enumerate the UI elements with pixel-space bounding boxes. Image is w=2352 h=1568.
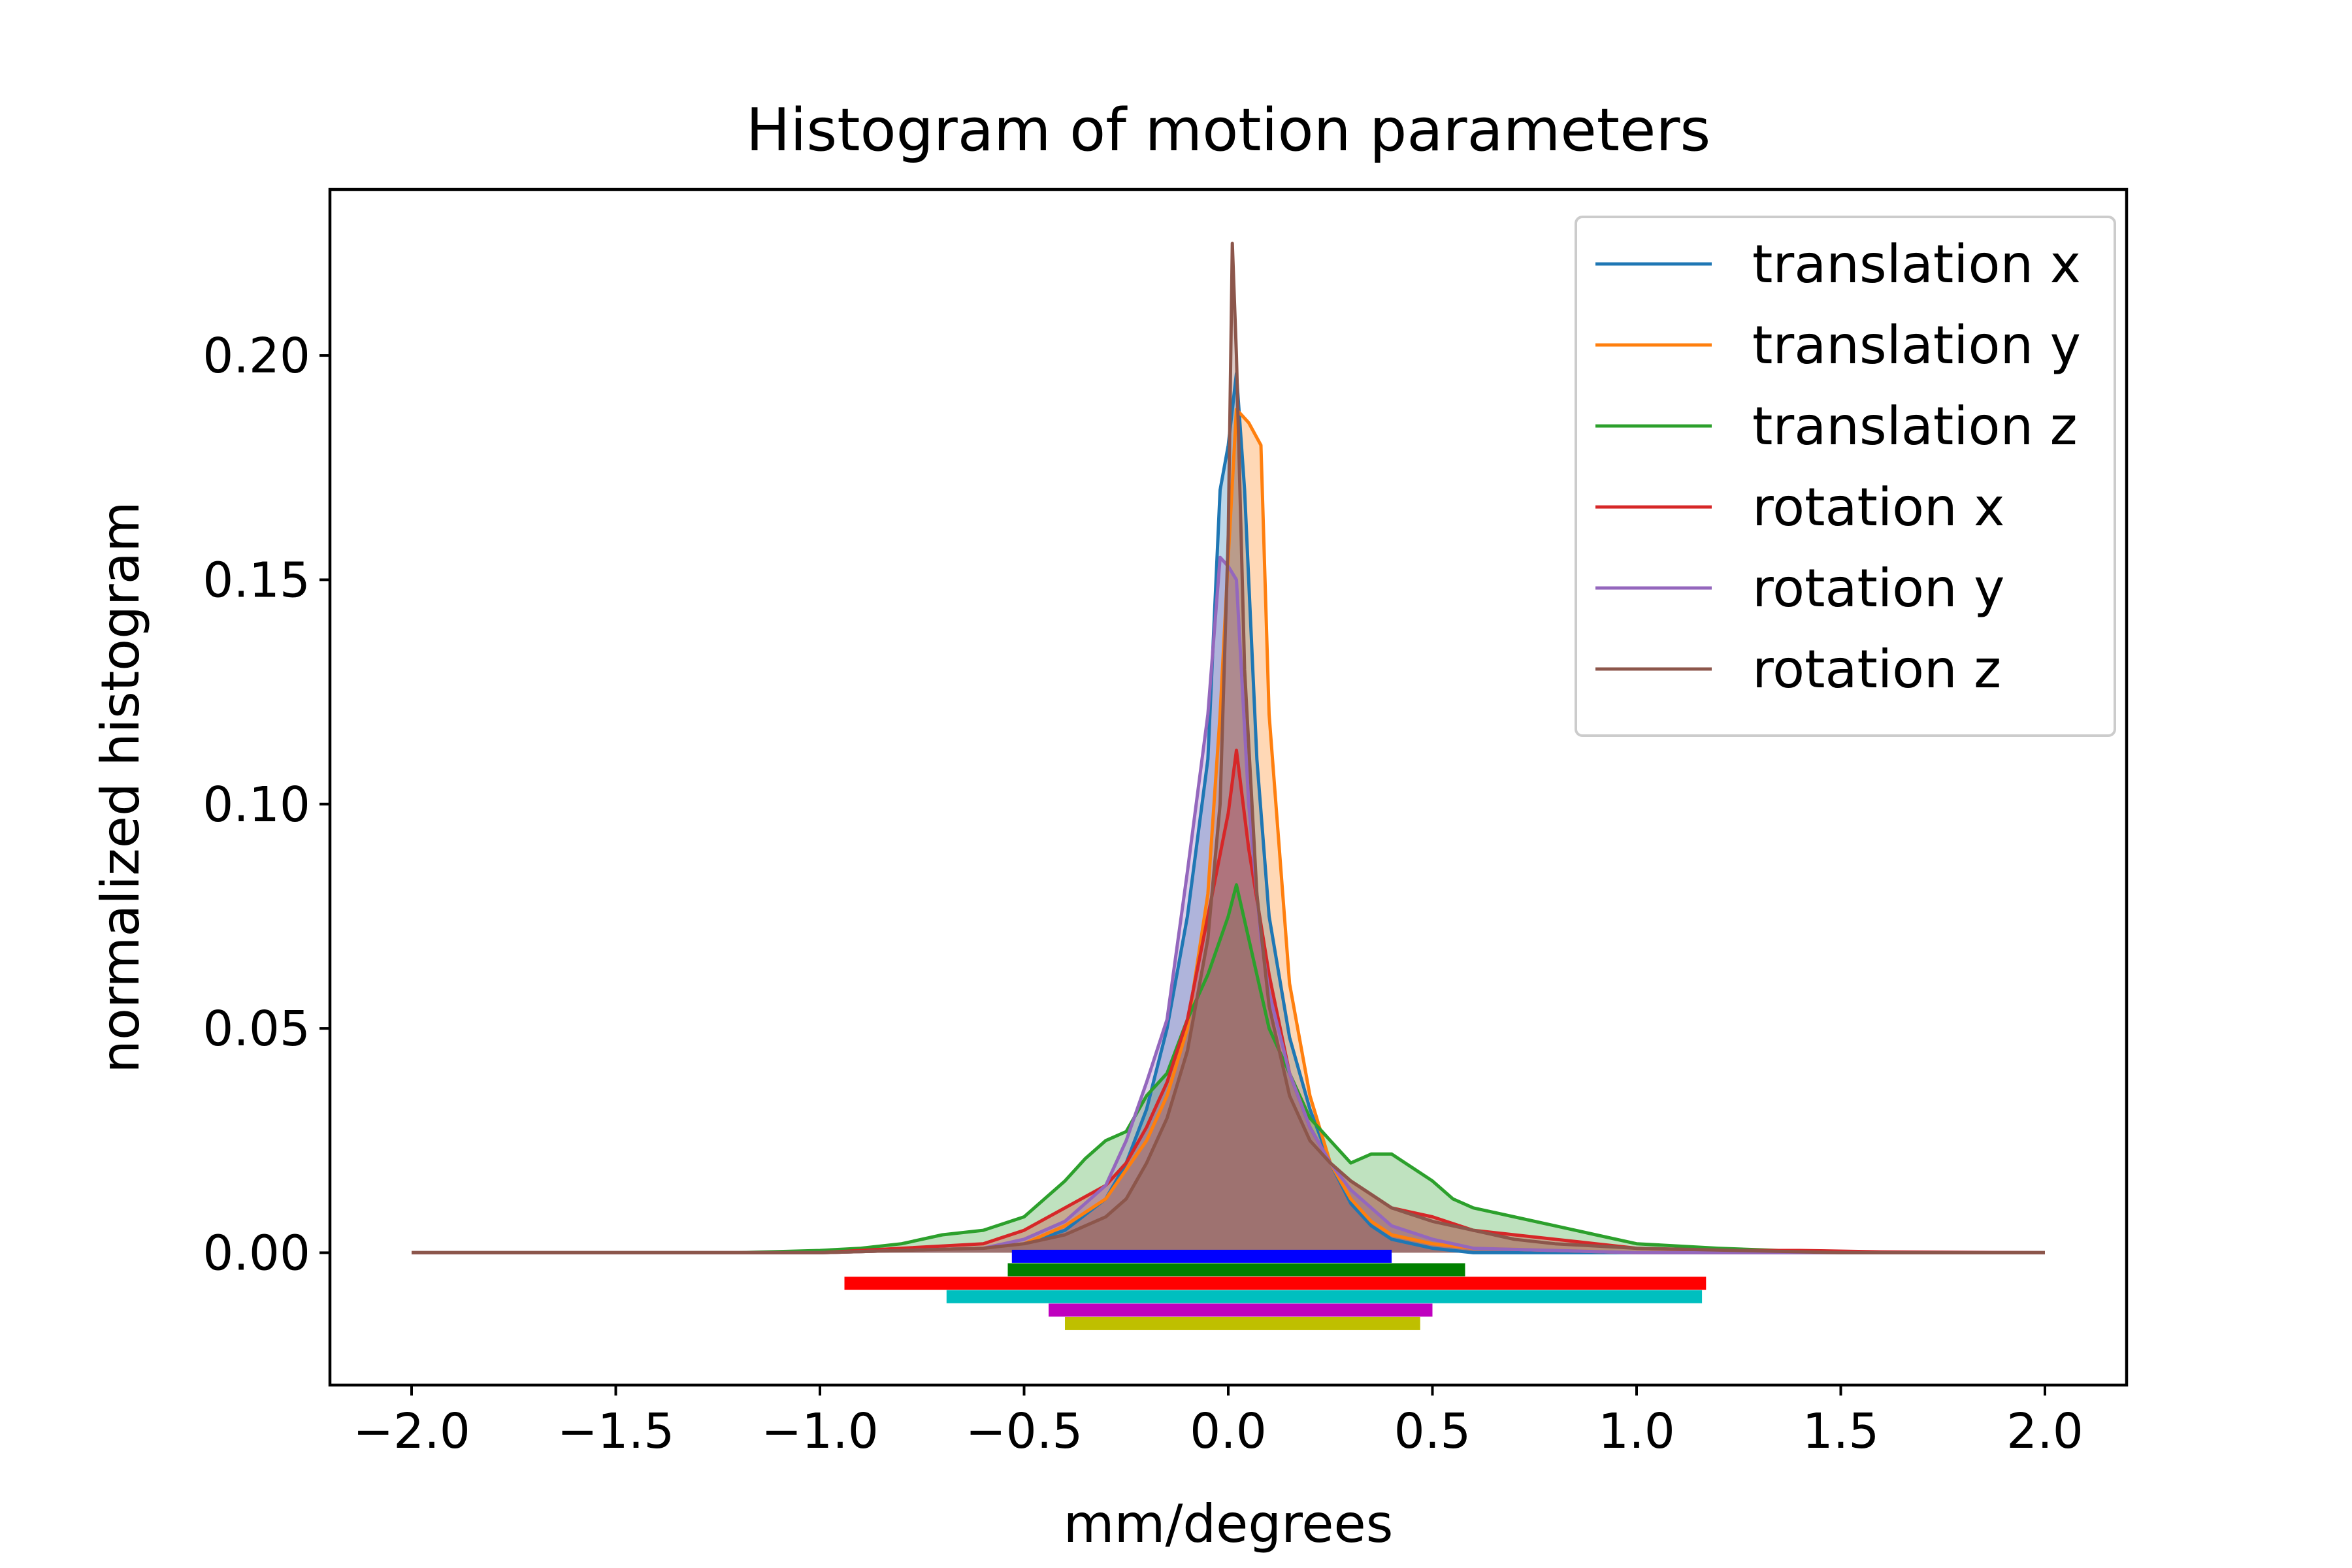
legend-label-rotation-z: rotation z (1752, 639, 2001, 700)
translation-z-area (412, 885, 2045, 1253)
legend: translation x translation y translation z r… (1575, 216, 2116, 737)
y-axis-ticks: 0.00 0.05 0.10 0.15 0.20 (203, 328, 330, 1281)
x-axis-ticks: −2.0 −1.5 −1.0 −0.5 0.0 0.5 1.0 1.5 2.0 (353, 1385, 2083, 1460)
x-tick-label: −0.5 (966, 1403, 1083, 1460)
x-tick-label: −1.5 (557, 1403, 675, 1460)
range-bar-4 (946, 1290, 1703, 1303)
y-axis-label: normalized histogram (90, 501, 151, 1073)
x-tick-label: 2.0 (2006, 1403, 2083, 1460)
range-bar-2 (1007, 1263, 1465, 1277)
rotation-z-line (412, 241, 2045, 1254)
y-tick-label: 0.00 (203, 1225, 310, 1281)
rotation-y-line (412, 555, 2045, 1254)
x-axis-label: mm/degrees (1064, 1494, 1394, 1554)
legend-label-translation-x: translation x (1752, 234, 2081, 295)
rotation-z-area (412, 243, 2045, 1253)
chart-title: Histogram of motion parameters (746, 96, 1711, 165)
x-tick-label: 1.5 (1803, 1403, 1880, 1460)
x-tick-label: 1.0 (1598, 1403, 1675, 1460)
rotation-x-line (412, 748, 2046, 1254)
rotation-y-area (412, 557, 2045, 1253)
translation-z-line (412, 883, 2045, 1254)
y-tick-label: 0.20 (203, 328, 310, 384)
range-bar-3 (844, 1277, 1707, 1290)
legend-label-translation-y: translation y (1752, 315, 2081, 376)
series-lines (412, 241, 2046, 1254)
legend-label-rotation-x: rotation x (1752, 477, 2004, 538)
y-tick-label: 0.10 (203, 777, 310, 833)
x-tick-label: 0.0 (1190, 1403, 1267, 1460)
translation-y-area (412, 409, 2045, 1253)
y-tick-label: 0.15 (203, 552, 310, 608)
x-tick-label: 0.5 (1394, 1403, 1471, 1460)
x-tick-label: −2.0 (353, 1403, 470, 1460)
translation-y-line (412, 408, 2045, 1254)
range-bar-5 (1049, 1303, 1433, 1317)
rotation-x-area (412, 750, 2045, 1253)
x-tick-label: −1.0 (761, 1403, 879, 1460)
legend-label-translation-z: translation z (1752, 396, 2078, 457)
range-bar-6 (1065, 1316, 1420, 1330)
range-bars (844, 1249, 1707, 1330)
legend-label-rotation-y: rotation y (1752, 558, 2004, 619)
y-tick-label: 0.05 (203, 1001, 310, 1057)
range-bar-1 (1011, 1249, 1392, 1263)
